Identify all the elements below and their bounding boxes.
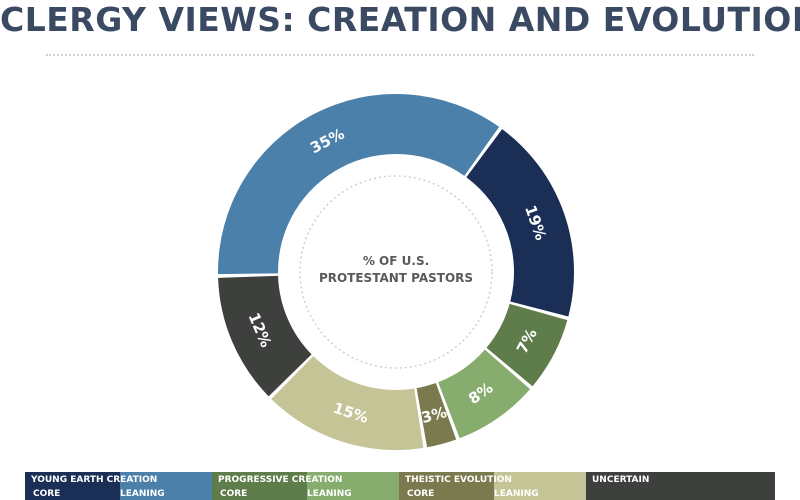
legend-label: UNCERTAIN bbox=[592, 475, 650, 485]
slice-label: 3% bbox=[419, 403, 448, 427]
donut-hole bbox=[286, 162, 506, 382]
legend-sub-core: CORE bbox=[33, 489, 61, 499]
donut-slice bbox=[271, 356, 424, 450]
legend-sub-core: CORE bbox=[407, 489, 435, 499]
donut-slice bbox=[218, 93, 500, 275]
legend-swatch bbox=[586, 472, 775, 500]
donut-slice bbox=[438, 349, 531, 439]
chart-title: CLERGY VIEWS: CREATION AND EVOLUTION bbox=[0, 0, 800, 39]
legend-swatch-leaning bbox=[494, 472, 586, 500]
legend-sub-core: CORE bbox=[220, 489, 248, 499]
legend-label: THEISTIC EVOLUTION bbox=[405, 475, 512, 485]
legend-sub-leaning: LEANING bbox=[120, 489, 165, 499]
center-label-line-1: % OF U.S. bbox=[363, 254, 429, 268]
donut-slice bbox=[466, 129, 575, 317]
title-divider bbox=[46, 54, 754, 56]
legend-label: PROGRESSIVE CREATION bbox=[218, 475, 343, 485]
legend-bar: YOUNG EARTH CREATION CORE LEANING PROGRE… bbox=[25, 472, 775, 500]
legend-uncertain: UNCERTAIN bbox=[586, 472, 775, 500]
center-dotted-ring bbox=[299, 175, 493, 369]
donut-slice bbox=[486, 303, 568, 387]
donut-slice bbox=[218, 275, 312, 397]
legend-sub-leaning: LEANING bbox=[494, 489, 539, 499]
legend-swatch-leaning bbox=[120, 472, 212, 500]
legend-theistic-evolution: THEISTIC EVOLUTION CORE LEANING bbox=[399, 472, 586, 500]
donut-slices bbox=[218, 93, 575, 450]
center-label-line-2: PROTESTANT PASTORS bbox=[319, 271, 473, 285]
legend-swatch-core bbox=[212, 472, 307, 500]
legend-swatch-core bbox=[399, 472, 494, 500]
legend-sub-leaning: LEANING bbox=[307, 489, 352, 499]
donut-slice bbox=[416, 383, 457, 448]
legend-swatch-core bbox=[25, 472, 120, 500]
legend-progressive-creation: PROGRESSIVE CREATION CORE LEANING bbox=[212, 472, 399, 500]
legend-young-earth-creation: YOUNG EARTH CREATION CORE LEANING bbox=[25, 472, 212, 500]
legend-label: YOUNG EARTH CREATION bbox=[31, 475, 158, 485]
legend-swatch-leaning bbox=[307, 472, 399, 500]
